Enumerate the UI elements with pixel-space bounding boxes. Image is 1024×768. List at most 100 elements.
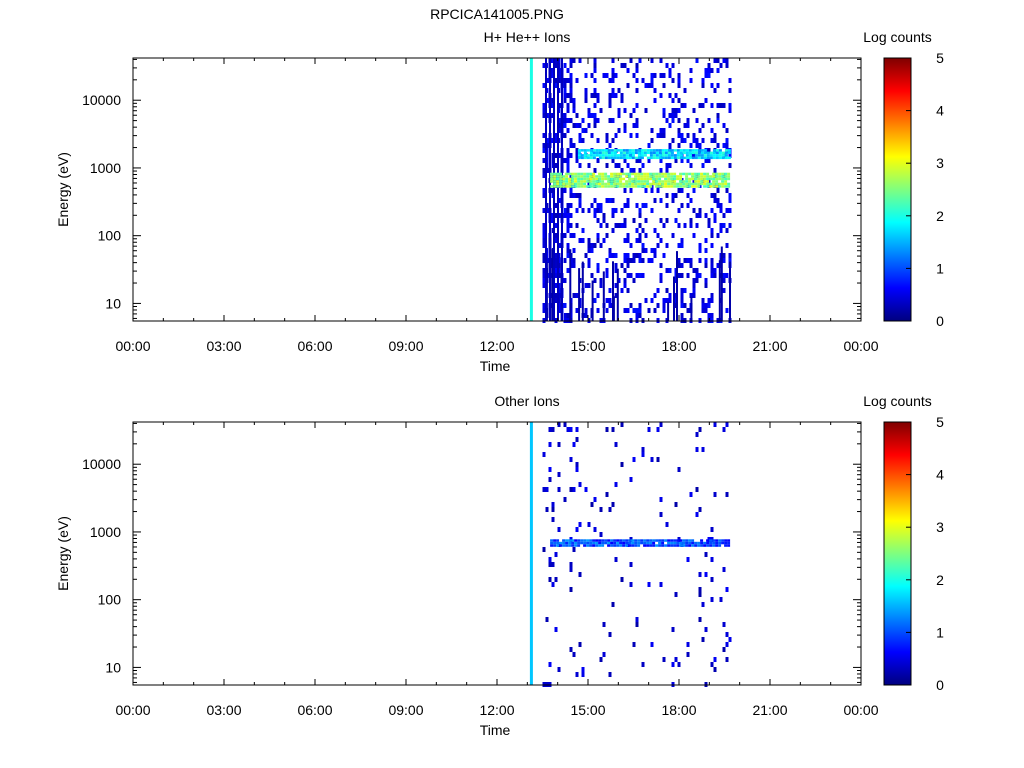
spectrogram-band-pixel: [577, 182, 581, 186]
spectrogram-band-pixel: [616, 149, 620, 152]
spectrogram-pixel: [563, 88, 567, 93]
spectrogram-band-pixel: [682, 172, 686, 176]
spectrogram-pixel: [542, 253, 546, 258]
spectrogram-band-pixel: [631, 180, 635, 183]
spectrogram-pixel: [608, 103, 612, 108]
spectrogram-band-pixel: [673, 185, 677, 188]
spectrogram-pixel: [647, 308, 651, 313]
y-tick-label: 1000: [90, 524, 121, 540]
spectrogram-pixel: [653, 253, 657, 258]
spectrogram-pixel: [602, 218, 606, 223]
spectrogram-pixel: [572, 487, 576, 492]
spectrogram-pixel: [719, 228, 723, 233]
spectrogram-pixel: [704, 238, 708, 243]
spectrogram-pixel: [596, 138, 600, 143]
spectrogram-band-pixel: [577, 544, 581, 547]
spectrogram-pixel: [716, 203, 720, 208]
spectrogram-pixel: [638, 233, 642, 238]
spectrogram-band-pixel: [637, 180, 641, 183]
spectrogram-band-pixel: [565, 172, 569, 176]
x-tick-label: 21:00: [752, 702, 787, 718]
spectrogram-band-pixel: [673, 156, 677, 160]
spectrogram-band-pixel: [607, 539, 611, 542]
spectrogram-pixel: [629, 582, 633, 587]
spectrogram-pixel: [710, 193, 714, 198]
spectrogram-pixel: [566, 313, 570, 318]
spectrogram-band-pixel: [691, 172, 695, 176]
spectrogram-pixel: [575, 308, 579, 313]
spectrogram-band-pixel: [595, 154, 599, 157]
spectrogram-band-pixel: [655, 544, 659, 547]
spectrogram-pixel: [695, 213, 699, 218]
spectrogram-band-pixel: [592, 539, 596, 542]
spectrogram-pixel: [542, 268, 546, 273]
spectrogram-pixel: [665, 118, 669, 123]
spectrogram-band-pixel: [610, 539, 614, 542]
spectrogram-band-pixel: [565, 185, 569, 188]
spectrogram-streak: [578, 268, 581, 321]
spectrogram-pixel: [686, 133, 690, 138]
spectrogram-pixel: [638, 308, 642, 313]
spectrogram-band-pixel: [715, 182, 719, 186]
spectrogram-pixel: [602, 622, 606, 627]
spectrogram-band-pixel: [640, 154, 644, 157]
spectrogram-pixel: [671, 198, 675, 203]
y-axis-label: Energy (eV): [55, 516, 71, 591]
spectrogram-pixel: [716, 113, 720, 118]
spectrogram-band-pixel: [604, 185, 608, 188]
spectrogram-band-pixel: [580, 175, 584, 178]
spectrogram-pixel: [674, 592, 678, 597]
spectrogram-pixel: [662, 108, 666, 113]
spectrogram-pixel: [614, 293, 618, 298]
spectrogram-band-pixel: [670, 151, 674, 155]
spectrogram-band-pixel: [694, 156, 698, 160]
spectrogram-pixel: [563, 188, 567, 193]
spectrogram-band-pixel: [643, 541, 647, 545]
spectrogram-band-pixel: [694, 180, 698, 183]
spectrogram-band-pixel: [601, 156, 605, 160]
spectrogram-pixel: [716, 58, 720, 63]
spectrogram-pixel: [716, 103, 720, 108]
spectrogram-pixel: [605, 233, 609, 238]
spectrogram-band-pixel: [727, 185, 731, 188]
spectrogram-band-pixel: [634, 149, 638, 152]
spectrogram-pixel: [716, 83, 720, 88]
spectrogram-pixel: [650, 83, 654, 88]
spectrogram-pixel: [569, 83, 573, 88]
spectrogram-band-pixel: [697, 544, 701, 547]
spectrogram-pixel: [542, 278, 546, 283]
spectrogram-pixel: [629, 243, 633, 248]
spectrogram-band-pixel: [604, 151, 608, 155]
spectrogram-band-pixel: [721, 172, 725, 176]
spectrogram-pixel: [704, 258, 708, 263]
spectrogram-pixel: [629, 168, 633, 173]
spectrogram-pixel: [626, 273, 630, 278]
spectrogram-pixel: [644, 248, 648, 253]
spectrogram-band-pixel: [568, 541, 572, 545]
spectrogram-band-pixel: [556, 172, 560, 176]
spectrogram-band-pixel: [682, 151, 686, 155]
spectrogram-pixel: [698, 507, 702, 512]
spectrogram-band-pixel: [688, 539, 692, 542]
spectrogram-band-pixel: [619, 175, 623, 178]
spectrogram-band-pixel: [568, 544, 572, 547]
spectrogram-pixel: [584, 93, 588, 98]
spectrogram-band-pixel: [616, 185, 620, 188]
spectrogram-pixel: [551, 562, 555, 567]
spectrogram-pixel: [557, 667, 561, 672]
spectrogram-pixel: [650, 208, 654, 213]
spectrogram-pixel: [650, 128, 654, 133]
spectrogram-band-pixel: [703, 185, 707, 188]
spectrogram-band-pixel: [637, 539, 641, 542]
spectrogram-band-pixel: [706, 182, 710, 186]
spectrogram-band-pixel: [625, 182, 629, 186]
spectrogram-pixel: [542, 113, 546, 118]
spectrogram-band-pixel: [715, 539, 719, 542]
spectrogram-pixel: [626, 308, 630, 313]
spectrogram-band-pixel: [637, 175, 641, 178]
spectrogram-band-pixel: [592, 180, 596, 183]
spectrogram-pixel: [701, 163, 705, 168]
spectrogram-pixel: [689, 198, 693, 203]
spectrogram-pixel: [641, 243, 645, 248]
spectrogram-pixel: [668, 268, 672, 273]
